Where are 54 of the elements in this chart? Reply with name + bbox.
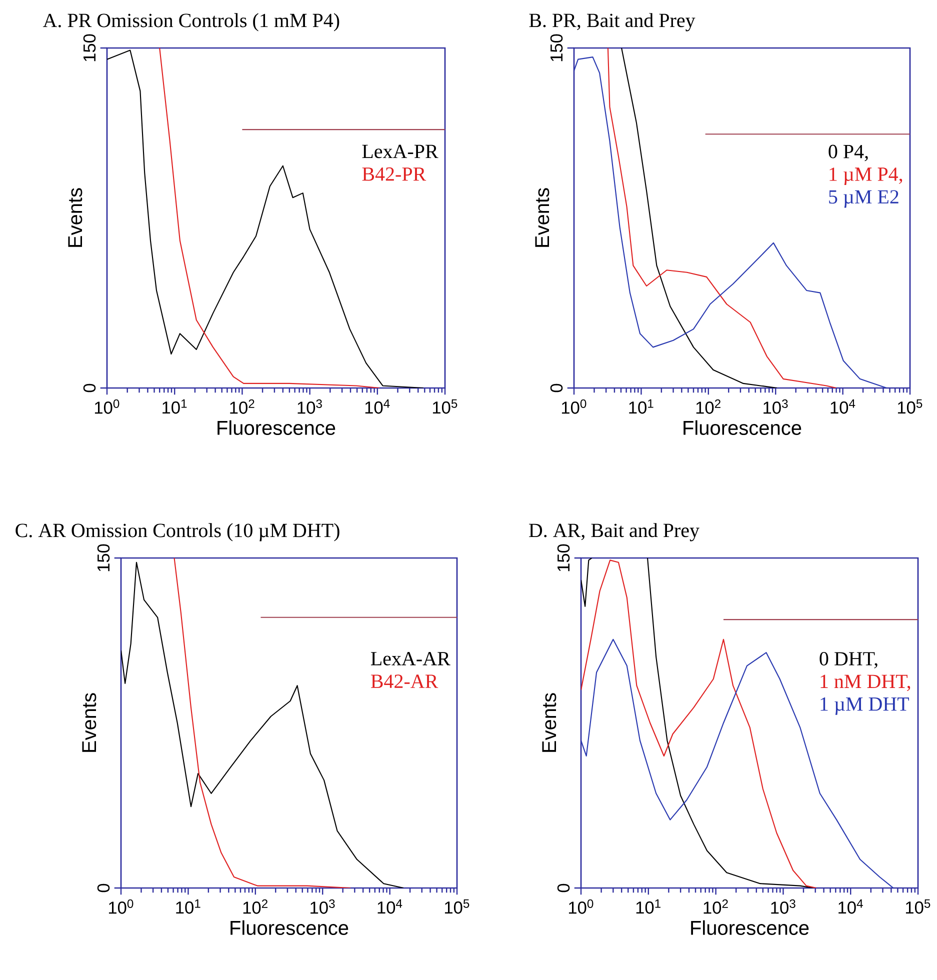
x-tick-label: 10$^{5}$ <box>898 399 922 414</box>
chart-title: A. PR Omission Controls (1 mM P4) <box>42 13 340 32</box>
chart-title: C. AR Omission Controls (10 µM DHT) <box>16 523 340 542</box>
x-tick-label: 10$^{1}$ <box>162 399 187 414</box>
x-tick-label: 10$^{1}$ <box>636 899 660 914</box>
x-axis-title: Fluorescence <box>691 920 809 935</box>
x-tick-label: 10$^{2}$ <box>704 899 728 914</box>
x-tick-label: 10$^{5}$ <box>906 899 930 914</box>
x-tick-label: 10$^{3}$ <box>310 899 335 914</box>
chart-title: B. PR, Bait and Prey <box>529 13 696 32</box>
x-axis-title: Fluorescence <box>684 420 802 435</box>
y-axis-title: Events <box>68 188 82 247</box>
text: 1 µM P4, <box>830 168 902 186</box>
y-tick-label: 0 <box>557 884 570 892</box>
y-tick-label: 150 <box>550 34 563 62</box>
x-tick-label: 10$^{0}$ <box>562 399 586 414</box>
x-tick-label: 10$^{0}$ <box>108 899 134 914</box>
x-axis-title: Fluorescence <box>218 420 336 435</box>
y-tick-label: 0 <box>550 384 563 392</box>
y-tick-label: 0 <box>97 884 110 892</box>
x-tick-label: 10$^{1}$ <box>629 399 654 414</box>
series-label: 1 µM DHT <box>820 697 909 715</box>
y-tick-label: 150 <box>97 544 110 572</box>
x-tick-label: 10$^{3}$ <box>298 399 322 414</box>
x-tick-label: 10$^{4}$ <box>830 399 856 414</box>
x-tick-label: 10$^{2}$ <box>230 399 254 414</box>
x-tick-label: 10$^{4}$ <box>378 899 402 914</box>
x-tick-label: 10$^{0}$ <box>94 399 120 414</box>
x-tick-label: 10$^{5}$ <box>444 899 470 914</box>
text: 0 P4, <box>828 144 868 162</box>
y-tick-label: 150 <box>83 34 96 62</box>
text: B42-AR <box>370 674 438 688</box>
text: LexA-PR <box>362 144 438 158</box>
text: LexA-AR <box>370 652 450 666</box>
x-tick-label: 10$^{1}$ <box>176 899 200 914</box>
y-axis-title: Events <box>535 188 550 247</box>
y-tick-label: 150 <box>557 544 570 572</box>
text: 5 µM E2 <box>829 190 898 208</box>
x-tick-label: 10$^{0}$ <box>568 899 594 914</box>
y-tick-label: 0 <box>83 384 96 392</box>
x-tick-label: 10$^{4}$ <box>365 399 390 414</box>
text: B42-PR <box>362 167 426 181</box>
x-tick-label: 10$^{2}$ <box>696 399 720 414</box>
x-tick-label: 10$^{3}$ <box>771 899 796 914</box>
x-tick-label: 10$^{4}$ <box>838 899 863 914</box>
x-axis-title: Fluorescence <box>230 920 348 935</box>
text: 0 DHT, <box>820 652 878 668</box>
chart-title: D. AR, Bait and Prey <box>529 523 700 542</box>
x-tick-label: 10$^{5}$ <box>432 399 458 414</box>
text: 1 nM DHT, <box>820 674 910 692</box>
x-tick-label: 10$^{3}$ <box>764 399 788 414</box>
x-tick-label: 10$^{2}$ <box>243 899 268 914</box>
y-axis-title: Events <box>82 693 96 752</box>
y-axis-title: Events <box>542 693 556 752</box>
